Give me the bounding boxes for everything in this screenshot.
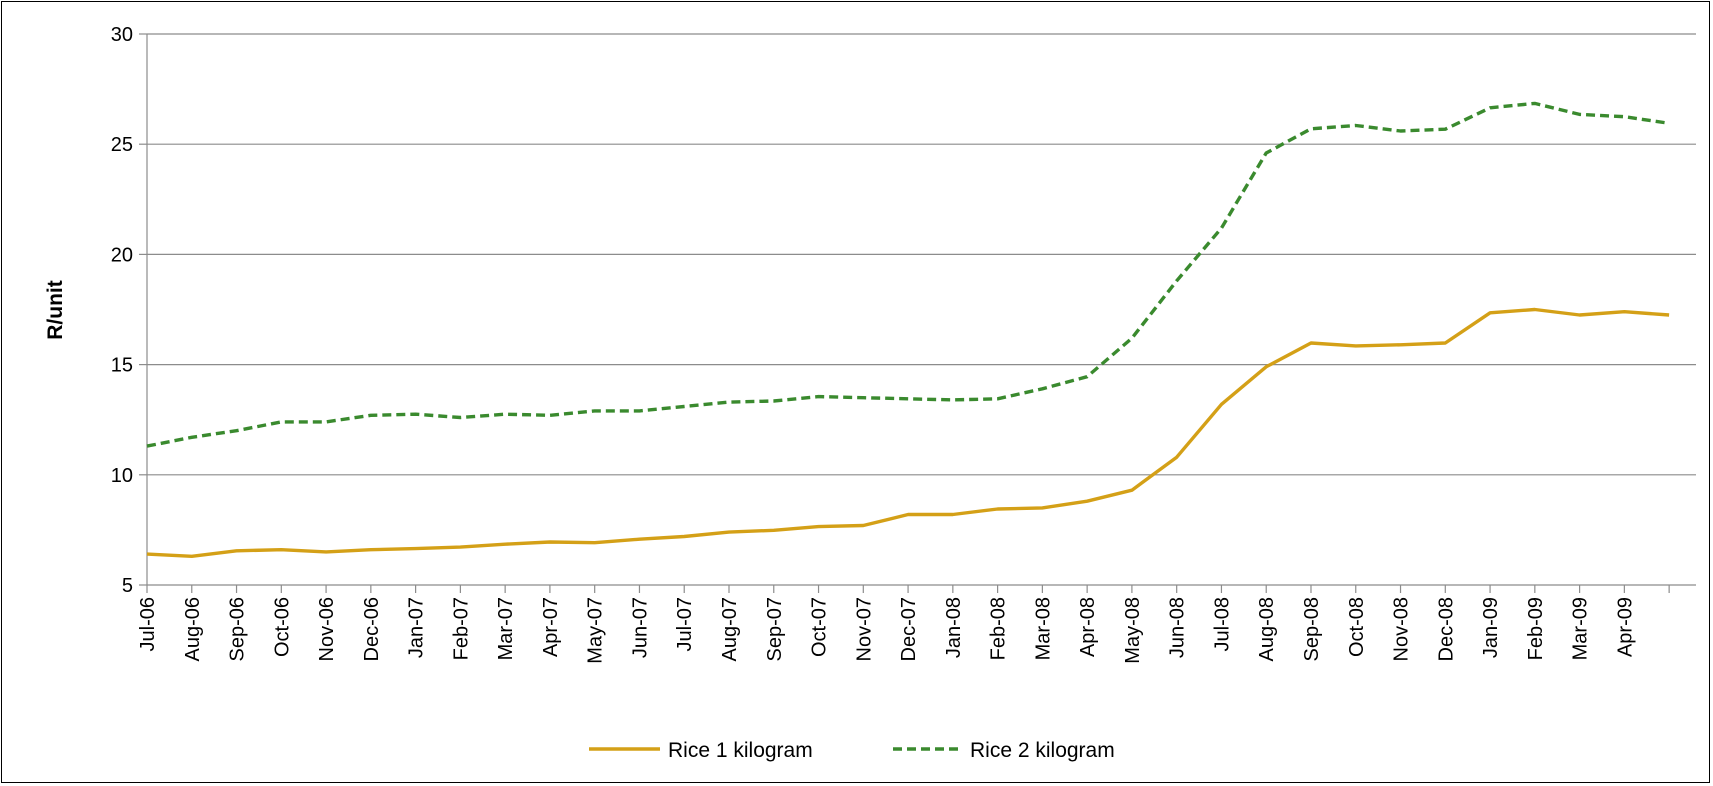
series-line-1	[146, 307, 1670, 558]
x-tick-label-Dec-07: Dec-07	[898, 597, 920, 661]
y-tick-label-15: 15	[111, 355, 133, 377]
x-tick-label-Feb-08: Feb-08	[988, 597, 1010, 660]
x-tick-label-Sep-08: Sep-08	[1301, 597, 1323, 662]
x-tick-label-Jul-08: Jul-08	[1211, 597, 1233, 651]
x-tick-label-Jan-09: Jan-09	[1480, 597, 1502, 658]
legend: Rice 1 kilogram Rice 2 kilogram	[589, 739, 1115, 762]
x-tick-label-Oct-06: Oct-06	[271, 597, 293, 657]
x-tick-label-Jan-08: Jan-08	[943, 597, 965, 658]
x-tick-label-Aug-07: Aug-07	[719, 597, 741, 662]
x-tick-label-Jul-07: Jul-07	[674, 597, 696, 651]
series-line-2	[146, 101, 1670, 448]
x-tick-label-Apr-09: Apr-09	[1614, 597, 1636, 657]
y-tick-label-5: 5	[122, 575, 133, 597]
x-tick-label-Apr-08: Apr-08	[1077, 597, 1099, 657]
x-tick-label-Mar-08: Mar-08	[1032, 597, 1054, 660]
legend-label-1: Rice 1 kilogram	[668, 739, 813, 762]
x-tick-label-Dec-06: Dec-06	[361, 597, 383, 661]
x-tick-label-Feb-09: Feb-09	[1525, 597, 1547, 660]
x-tick-label-Sep-06: Sep-06	[227, 597, 249, 662]
x-tick-label-May-08: May-08	[1122, 597, 1144, 664]
x-tick-label-Apr-07: Apr-07	[540, 597, 562, 657]
legend-label-2: Rice 2 kilogram	[970, 739, 1115, 762]
x-tick-label-Mar-07: Mar-07	[495, 597, 517, 660]
gridlines	[147, 33, 1696, 476]
y-tick-label-25: 25	[111, 134, 133, 156]
y-tick-label-10: 10	[111, 465, 133, 487]
x-tick-label-Sep-07: Sep-07	[764, 597, 786, 662]
x-tick-label-Aug-08: Aug-08	[1256, 597, 1278, 662]
series-lines	[146, 101, 1670, 558]
x-tick-label-Feb-07: Feb-07	[450, 597, 472, 660]
x-tick-label-Jan-07: Jan-07	[406, 597, 428, 658]
x-tick-label-Nov-06: Nov-06	[316, 597, 338, 661]
x-tick-label-Jun-08: Jun-08	[1167, 597, 1189, 658]
y-axis-label: R/unit	[44, 280, 67, 339]
x-tick-label-Mar-09: Mar-09	[1570, 597, 1592, 660]
y-tick-labels: 5 10 15 20 25 30	[111, 24, 133, 597]
axes	[139, 33, 1696, 593]
x-tick-label-Aug-06: Aug-06	[182, 597, 204, 662]
x-tick-label-May-07: May-07	[585, 597, 607, 664]
x-tick-label-Nov-08: Nov-08	[1391, 597, 1413, 661]
x-tick-label-Jul-06: Jul-06	[137, 597, 159, 651]
x-tick-label-Jun-07: Jun-07	[629, 597, 651, 658]
x-tick-label-Dec-08: Dec-08	[1435, 597, 1457, 661]
x-tick-label-Oct-08: Oct-08	[1346, 597, 1368, 657]
y-tick-label-20: 20	[111, 244, 133, 266]
x-tick-label-Nov-07: Nov-07	[853, 597, 875, 661]
x-tick-labels: Jul-06 Aug-06 Sep-06 Oct-06 Nov-06 Dec-06 Jan-…	[137, 597, 1636, 664]
y-tick-label-30: 30	[111, 24, 133, 46]
x-tick-label-Oct-07: Oct-07	[809, 597, 831, 657]
